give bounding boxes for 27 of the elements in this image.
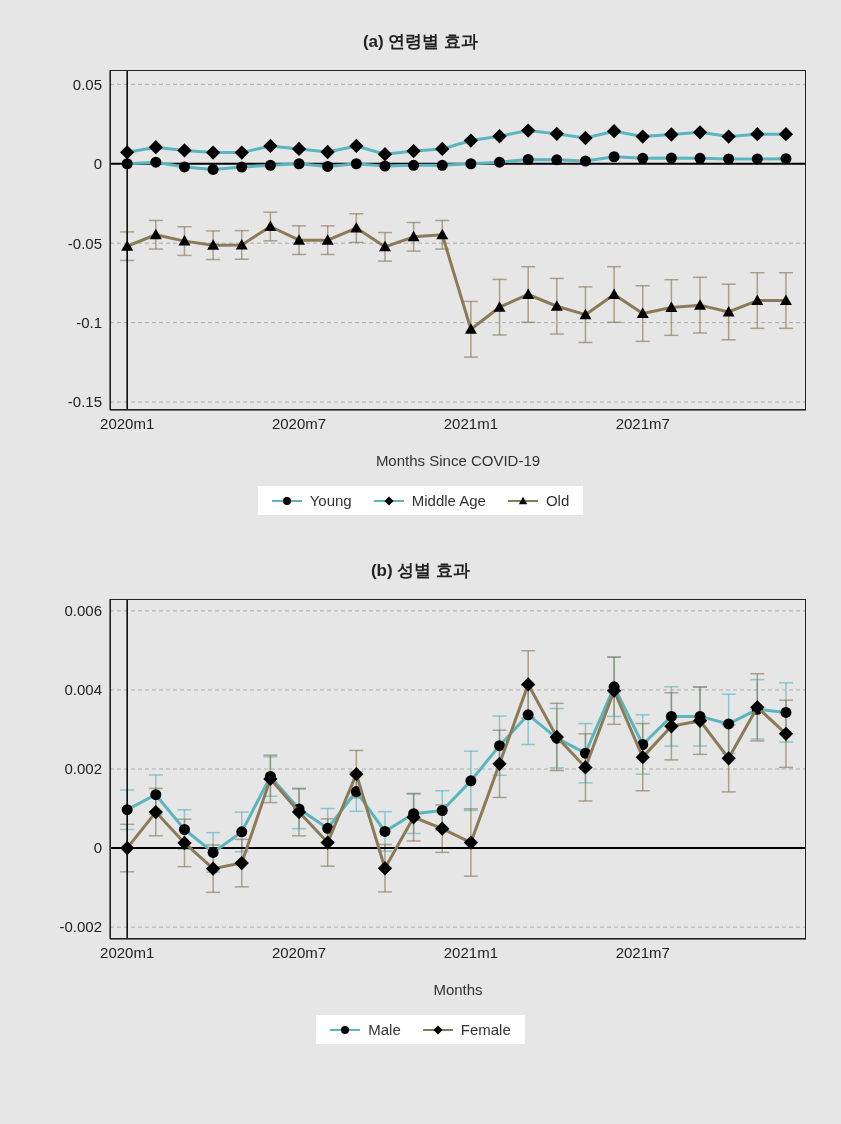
y-tick-label: 0.05 xyxy=(72,75,102,93)
y-tick-label: 0.006 xyxy=(64,602,102,620)
y-tick-label: 0 xyxy=(93,155,102,173)
y-tick-label: 0.004 xyxy=(64,681,102,699)
x-axis-title: Months xyxy=(433,981,483,998)
y-tick-label: -0.1 xyxy=(76,313,102,331)
chart-title: (a) 연령별 효과 xyxy=(361,31,480,53)
x-tick-label: 2021m1 xyxy=(443,414,498,432)
x-tick-label: 2020m7 xyxy=(271,414,327,432)
legend-label: Female xyxy=(460,1021,511,1038)
y-tick-label: 0 xyxy=(93,839,102,857)
x-tick-label: 2021m1 xyxy=(443,943,498,961)
x-tick-label: 2020m1 xyxy=(100,414,155,432)
y-tick-label: -0.15 xyxy=(67,393,102,411)
chart-title: (b) 성별 효과 xyxy=(369,560,472,582)
y-tick-label: 0.002 xyxy=(64,760,102,778)
y-tick-label: -0.05 xyxy=(67,234,102,252)
x-tick-label: 2020m1 xyxy=(100,943,155,961)
legend-label: Young xyxy=(309,492,352,509)
x-tick-label: 2020m7 xyxy=(271,943,327,961)
y-tick-label: -0.002 xyxy=(59,918,102,936)
legend-label: Middle Age xyxy=(411,492,486,509)
legend-label: Male xyxy=(368,1021,401,1038)
x-tick-label: 2021m7 xyxy=(615,414,670,432)
x-tick-label: 2021m7 xyxy=(615,943,670,961)
legend-label: Old xyxy=(545,492,570,509)
x-axis-title: Months Since COVID-19 xyxy=(375,452,541,469)
